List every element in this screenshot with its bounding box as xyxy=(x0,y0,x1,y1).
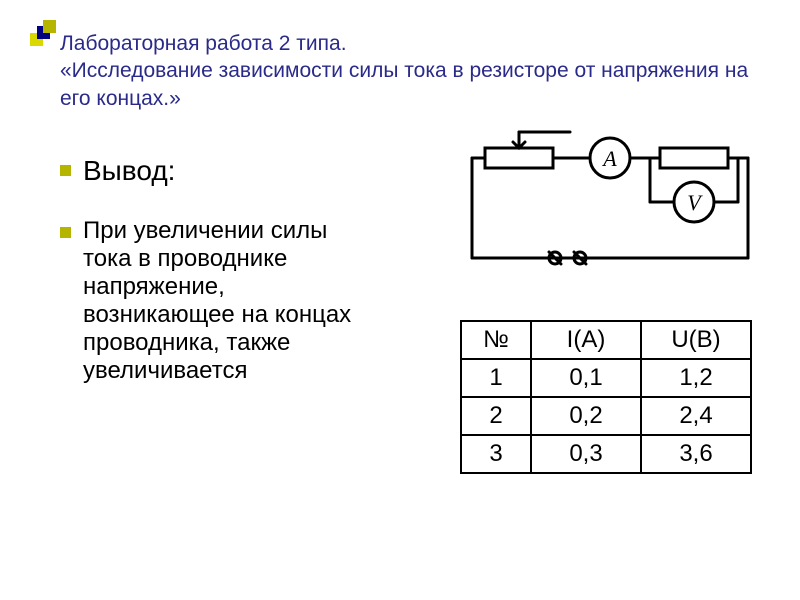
bullet-icon xyxy=(60,227,71,238)
conclusion-body-row: При увеличении силы тока в проводнике на… xyxy=(60,217,380,385)
slide-title: Лабораторная работа 2 типа. «Исследовани… xyxy=(60,30,760,112)
table-cell: 3 xyxy=(461,435,531,473)
table-header: № xyxy=(461,321,531,359)
table-row: 30,33,6 xyxy=(461,435,751,473)
table-header: I(A) xyxy=(531,321,641,359)
circuit-diagram: A V xyxy=(460,130,760,280)
title-line-1: Лабораторная работа 2 типа. xyxy=(60,30,760,57)
table-cell: 0,2 xyxy=(531,397,641,435)
table-cell: 2,4 xyxy=(641,397,751,435)
table-cell: 0,3 xyxy=(531,435,641,473)
conclusion-body: При увеличении силы тока в проводнике на… xyxy=(83,217,380,385)
table-cell: 3,6 xyxy=(641,435,751,473)
table-row: 20,22,4 xyxy=(461,397,751,435)
measurements-table: №I(A)U(B) 10,11,220,22,430,33,6 xyxy=(460,320,752,474)
table-cell: 2 xyxy=(461,397,531,435)
accent-square-3 xyxy=(43,20,56,33)
table-row: 10,11,2 xyxy=(461,359,751,397)
conclusion-heading: Вывод: xyxy=(83,155,175,187)
ammeter-label: A xyxy=(601,146,617,171)
table-cell: 1 xyxy=(461,359,531,397)
table-cell: 1,2 xyxy=(641,359,751,397)
voltmeter-label: V xyxy=(687,190,703,215)
content-block: Вывод: При увеличении силы тока в провод… xyxy=(60,155,380,415)
title-line-2: «Исследование зависимости силы тока в ре… xyxy=(60,57,760,112)
table-cell: 0,1 xyxy=(531,359,641,397)
conclusion-heading-row: Вывод: xyxy=(60,155,380,187)
bullet-icon xyxy=(60,165,71,176)
table-header: U(B) xyxy=(641,321,751,359)
